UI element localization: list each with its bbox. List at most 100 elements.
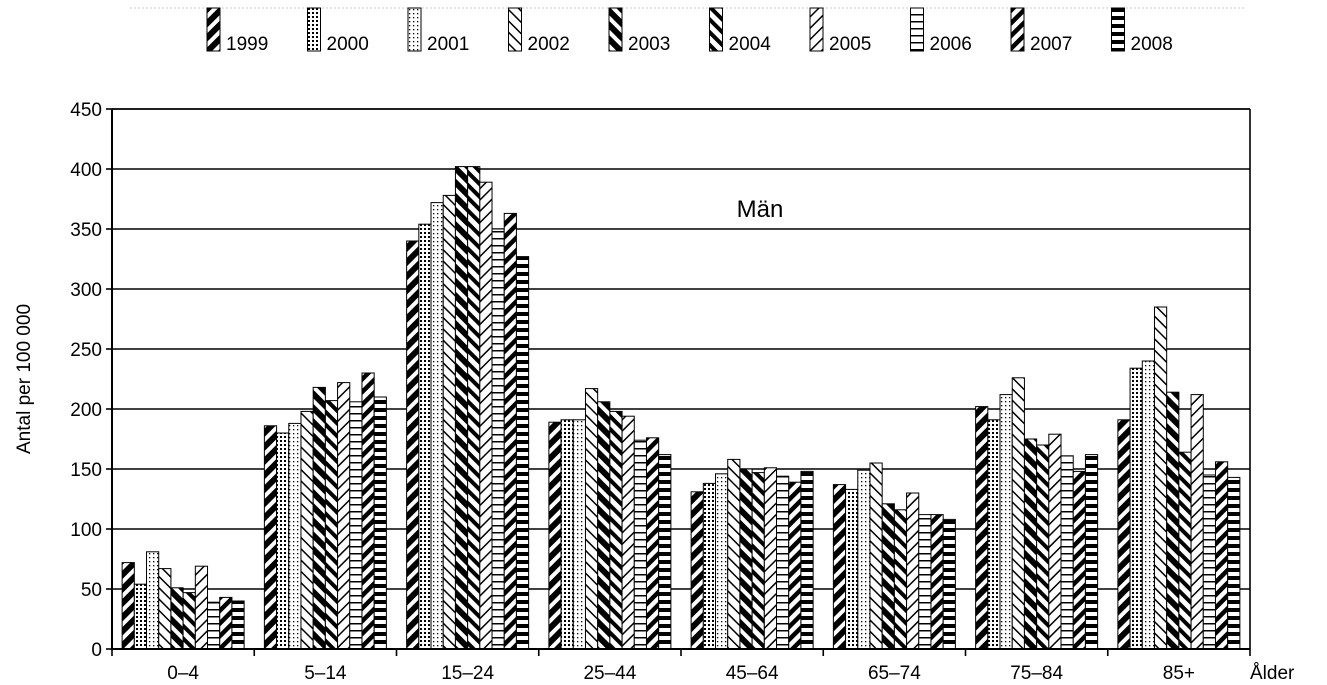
x-tick-label: 0–4 <box>167 663 199 684</box>
bar-2002-2 <box>442 194 456 650</box>
bar-1999-2 <box>406 240 420 650</box>
bar-2004-1 <box>324 400 339 650</box>
bar-2002-0 <box>158 568 172 650</box>
bar-2001-2 <box>430 202 444 650</box>
bar-2000-6 <box>987 419 1001 650</box>
y-tick-label: 200 <box>70 400 102 421</box>
bar-2001-5 <box>857 469 871 650</box>
legend-swatch-2007 <box>1010 7 1025 52</box>
bar-2005-1 <box>337 382 351 650</box>
bar-2003-7 <box>1166 391 1180 650</box>
legend-label-2001: 2001 <box>427 34 469 55</box>
bar-2007-7 <box>1214 461 1229 650</box>
legend-swatch-2001 <box>407 7 422 52</box>
y-tick-label: 300 <box>70 280 102 301</box>
legend-label-2002: 2002 <box>528 34 570 55</box>
bar-2000-1 <box>276 432 290 650</box>
y-tick-label: 150 <box>70 460 102 481</box>
bar-2004-5 <box>893 509 908 650</box>
y-tick-label: 400 <box>70 160 102 181</box>
bar-2004-4 <box>751 472 765 650</box>
bar-2005-7 <box>1190 394 1204 650</box>
bar-1999-6 <box>975 406 989 650</box>
bar-2003-6 <box>1023 438 1038 650</box>
bar-2007-5 <box>930 514 944 650</box>
x-tick-label: 75–84 <box>1010 663 1063 684</box>
bar-2007-3 <box>645 437 660 650</box>
bar-2004-6 <box>1036 444 1050 650</box>
bar-2008-7 <box>1227 476 1241 650</box>
bar-2004-2 <box>467 166 481 650</box>
bar-2000-7 <box>1129 367 1143 650</box>
bar-2005-3 <box>621 415 635 650</box>
bar-2005-2 <box>479 181 493 650</box>
legend-label-2000: 2000 <box>327 34 369 55</box>
bar-1999-0 <box>121 562 135 650</box>
bars <box>121 166 1241 650</box>
bar-2003-2 <box>454 166 469 650</box>
bar-2003-0 <box>170 587 184 650</box>
bar-2003-5 <box>881 503 895 650</box>
y-axis-label: Antal per 100 000 <box>14 304 35 454</box>
legend-swatch-2002 <box>508 7 522 52</box>
legend-label-1999: 1999 <box>226 34 268 55</box>
bar-2006-4 <box>776 475 790 650</box>
bar-1999-4 <box>690 491 704 650</box>
bar-2000-5 <box>845 488 859 650</box>
bar-2001-4 <box>715 473 729 650</box>
bar-2004-3 <box>609 410 623 650</box>
bar-2002-4 <box>727 458 741 650</box>
legend-swatch-2000 <box>307 7 321 52</box>
bar-2000-3 <box>560 419 574 650</box>
bar-2008-1 <box>373 396 387 650</box>
x-tick-label: 45–64 <box>726 663 779 684</box>
x-tick-label: 5–14 <box>304 663 347 684</box>
bar-1999-7 <box>1117 419 1131 650</box>
x-tick-label: 25–44 <box>583 663 636 684</box>
bar-2004-0 <box>182 592 196 650</box>
x-tick-label: 85+ <box>1163 663 1195 684</box>
bar-2007-4 <box>788 481 802 650</box>
bar-2006-2 <box>491 228 505 650</box>
legend-swatch-2005 <box>809 7 824 52</box>
legend-label-2007: 2007 <box>1030 34 1072 55</box>
bar-2006-1 <box>349 401 363 650</box>
bar-2007-6 <box>1072 470 1086 650</box>
y-tick-label: 100 <box>70 520 102 541</box>
legend-label-2005: 2005 <box>829 34 871 55</box>
bar-2003-3 <box>597 401 611 650</box>
bar-2008-6 <box>1084 454 1099 650</box>
bar-2001-0 <box>146 551 160 650</box>
legend-label-2008: 2008 <box>1131 34 1173 55</box>
bar-1999-3 <box>548 421 562 650</box>
bar-2006-6 <box>1060 455 1074 650</box>
legend-swatch-1999 <box>206 7 221 52</box>
bar-2000-0 <box>133 583 148 650</box>
bar-2008-2 <box>515 256 530 650</box>
y-tick-label: 450 <box>70 100 102 121</box>
bar-1999-1 <box>263 425 278 650</box>
legend-label-2006: 2006 <box>930 34 972 55</box>
bar-2002-7 <box>1153 306 1168 650</box>
bar-2003-4 <box>739 468 753 650</box>
bar-2006-0 <box>207 601 221 650</box>
bar-2007-1 <box>361 372 375 650</box>
bar-2006-3 <box>633 439 647 650</box>
legend: 1999 2000 2001 2002 2003 2004 2005 2006 2007 2008 <box>206 7 1173 55</box>
bar-2007-2 <box>503 212 517 650</box>
bar-2000-4 <box>702 482 717 650</box>
bar-2006-7 <box>1202 474 1216 650</box>
bar-1999-5 <box>832 484 847 650</box>
x-axis-label: Ålder <box>1250 663 1295 684</box>
bar-2001-3 <box>572 419 586 650</box>
bar-2006-5 <box>918 514 932 650</box>
legend-swatch-2004 <box>709 7 723 52</box>
bar-2001-1 <box>288 422 302 650</box>
y-tick-label: 350 <box>70 220 102 241</box>
chart-annotation: Män <box>737 196 784 223</box>
bar-2005-6 <box>1048 433 1062 650</box>
y-tick-label: 250 <box>70 340 102 361</box>
x-tick-label: 15–24 <box>441 663 494 684</box>
x-tick-labels: 0–4 5–14 15–24 25–44 45–64 65–74 75–84 85+ <box>111 649 1251 684</box>
bar-2007-0 <box>219 596 233 650</box>
